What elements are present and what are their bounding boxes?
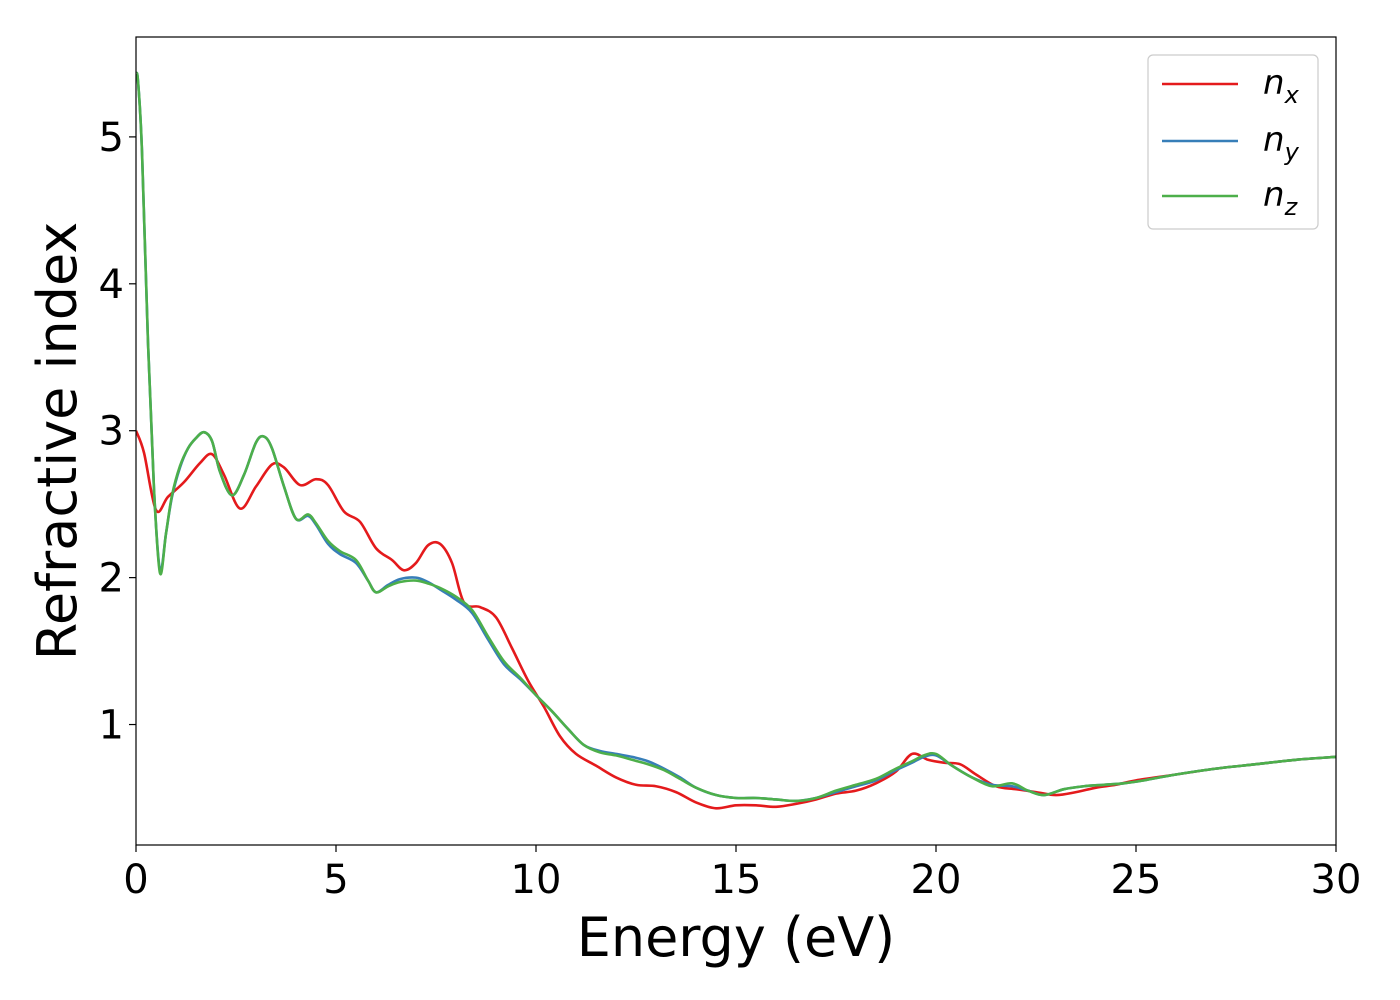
series-line-nz — [136, 71, 1336, 803]
x-axis-ticks: 0 5 10 15 20 25 30 — [123, 845, 1361, 903]
x-tick-label: 10 — [511, 857, 562, 903]
legend-label-ny: ny — [1263, 120, 1300, 166]
series-line-nx — [136, 430, 1336, 810]
x-tick-label: 30 — [1311, 857, 1362, 903]
y-tick-label: 4 — [99, 262, 124, 308]
legend-label-nx: nx — [1263, 63, 1300, 109]
series-layer — [136, 71, 1336, 810]
x-tick-label: 15 — [711, 857, 762, 903]
y-tick-label: 2 — [99, 556, 124, 602]
legend-label-nz: nz — [1263, 175, 1299, 221]
y-axis-ticks: 1 2 3 4 5 — [99, 115, 136, 749]
legend: nx ny nz — [1147, 54, 1319, 230]
y-tick-label: 3 — [99, 409, 124, 455]
y-axis-label: Refractive index — [26, 222, 89, 661]
x-tick-label: 5 — [323, 857, 348, 903]
x-tick-label: 20 — [911, 857, 962, 903]
plot-frame — [135, 36, 1337, 846]
y-tick-label: 5 — [99, 115, 124, 161]
x-tick-label: 25 — [1111, 857, 1162, 903]
x-tick-label: 0 — [123, 857, 148, 903]
y-tick-label: 1 — [99, 703, 124, 749]
x-axis-label: Energy (eV) — [577, 906, 896, 969]
